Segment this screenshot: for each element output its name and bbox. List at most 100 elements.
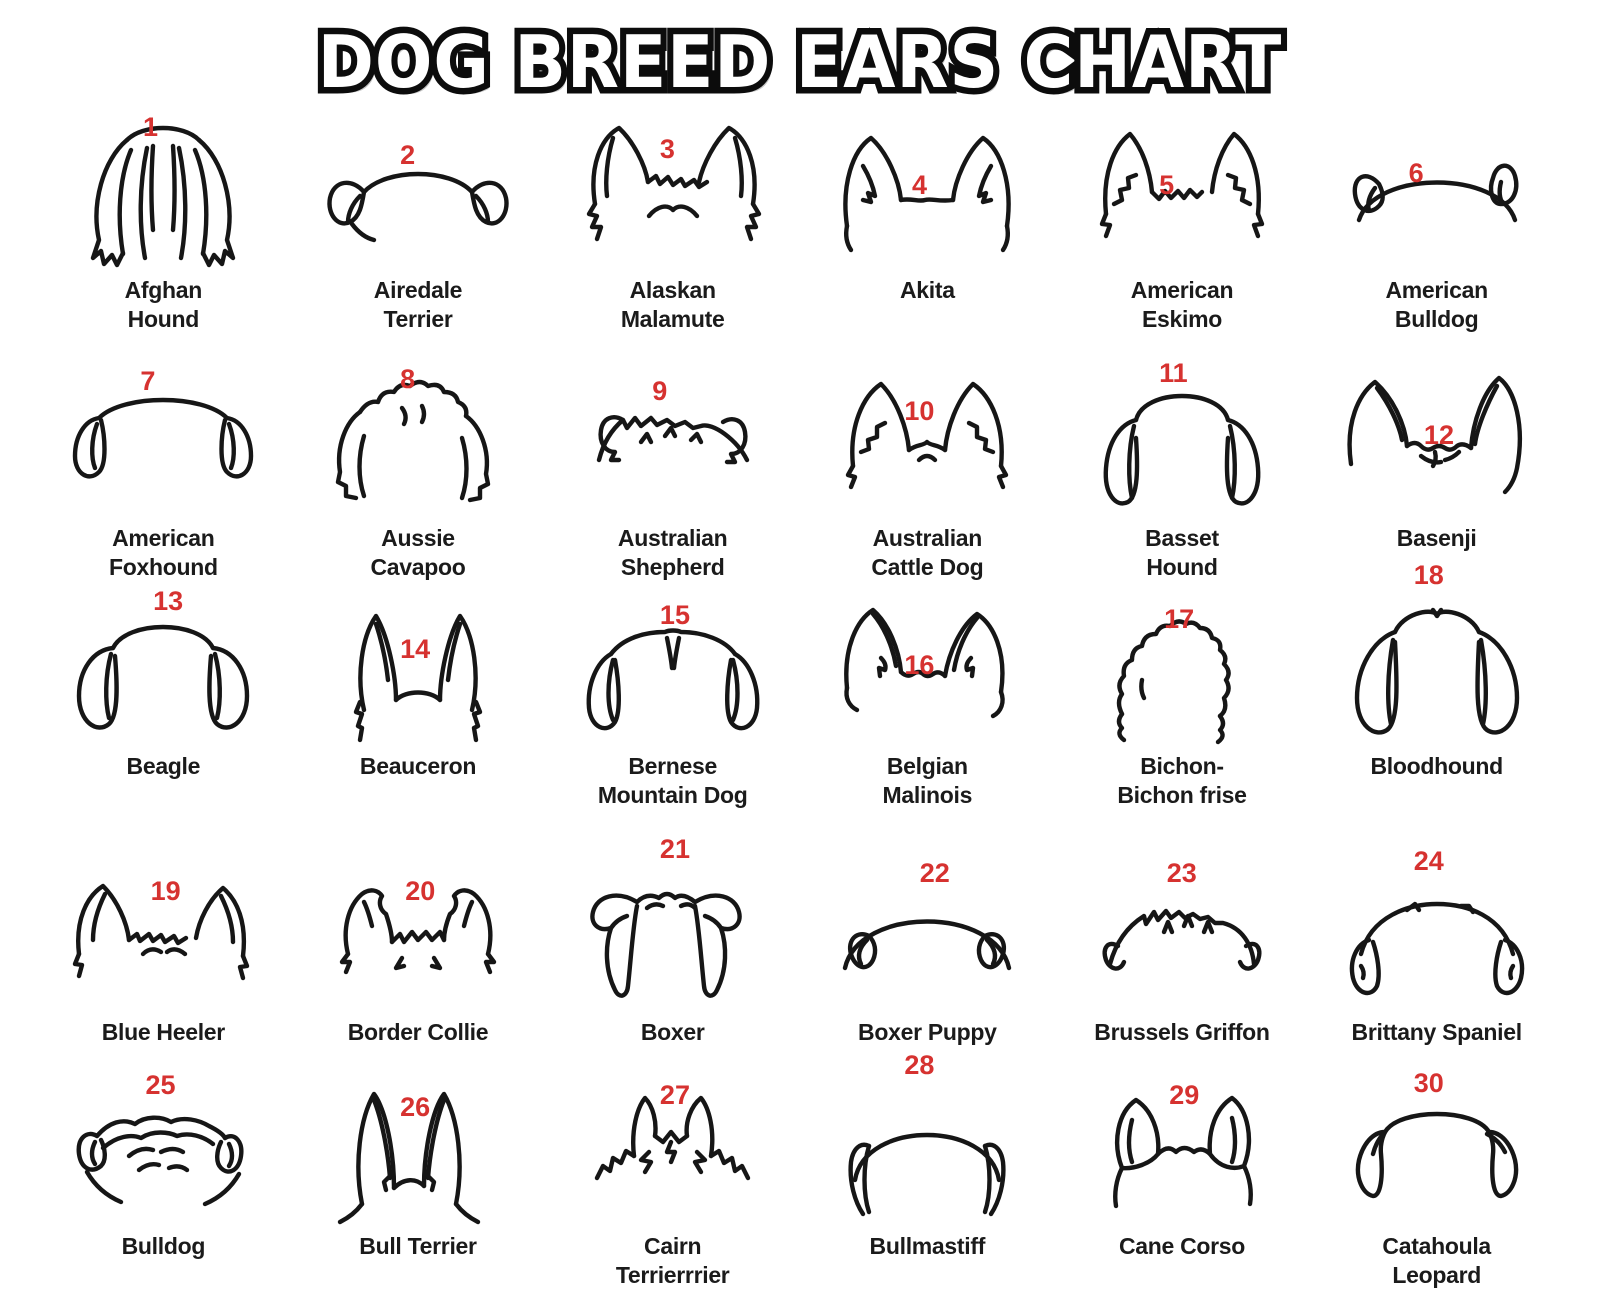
breed-number: 3 [659, 134, 675, 164]
ears-drawing-cairn-terrier [594, 1095, 750, 1181]
breed-cell-basset-hound: 11 Basset Hound [1055, 360, 1310, 588]
breed-cell-bichon-frise: 17 Bichon- Bichon frise [1055, 588, 1310, 854]
page-title-outline: DOG BREED EARS CHART [312, 20, 1288, 105]
ears-drawing-brussels-griffon [1102, 908, 1262, 971]
breed-label: American Eskimo [1130, 277, 1234, 333]
ears-drawing-bernese-mountain-dog [586, 628, 760, 731]
breed-label: Catahoula Leopard [1382, 1233, 1491, 1289]
breed-number: 14 [400, 634, 431, 664]
breed-label: Bloodhound [1370, 753, 1503, 779]
breed-number: 1 [142, 112, 158, 142]
breed-label: Border Collie [347, 1019, 489, 1045]
ears-drawing-alaskan-malamute [586, 125, 761, 242]
breed-cell-basenji: 12 Basenji [1309, 360, 1564, 588]
breed-cell-american-bulldog: 6 American Bulldog [1309, 112, 1564, 360]
ears-drawing-belgian-malinois [844, 607, 1006, 719]
ears-chart-grid: 1 Afghan Hound 2 Airedale Terrier 3 [0, 112, 1600, 1308]
breed-number: 17 [1164, 604, 1195, 634]
breed-number: 4 [912, 170, 928, 200]
breed-label: Beagle [126, 753, 201, 779]
ears-drawing-boxer [589, 891, 742, 998]
ears-drawing-bichon-frise [1116, 619, 1231, 745]
ears-drawing-afghan-hound [91, 125, 236, 268]
breed-label: Cairn Terrierrrier [615, 1233, 730, 1289]
breed-label: Basenji [1396, 525, 1477, 551]
breed-label: Bullmastiff [869, 1233, 986, 1259]
breed-label: Alaskan Malamute [620, 277, 725, 333]
ears-drawing-boxer-puppy [843, 919, 1012, 971]
breed-label: Bull Terrier [359, 1233, 477, 1259]
ears-drawing-airedale-terrier [327, 171, 509, 243]
breed-number: 6 [1408, 158, 1424, 188]
ears-drawing-border-collie [339, 888, 497, 975]
breed-label: Bulldog [121, 1233, 206, 1259]
page-title-stack: DOG BREED EARS CHART DOG BREED EARS CHAR… [312, 20, 1288, 105]
breed-label: Brittany Spaniel [1351, 1019, 1523, 1045]
breed-cell-american-eskimo: 5 American Eskimo [1055, 112, 1310, 360]
breed-number: 25 [145, 1070, 176, 1100]
breed-number: 19 [150, 876, 181, 906]
breed-cell-akita: 4 Akita [800, 112, 1055, 360]
breed-label: Blue Heeler [101, 1019, 226, 1045]
ears-drawing-catahoula-leopard [1355, 1111, 1518, 1199]
breed-cell-alaskan-malamute: 3 Alaskan Malamute [545, 112, 800, 360]
breed-label: American Foxhound [108, 525, 218, 581]
breed-label: Belgian Malinois [882, 753, 973, 809]
breed-cell-brussels-griffon: 23 Brussels Griffon [1055, 854, 1310, 1068]
breed-cell-australian-shepherd: 9 Australian Shepherd [545, 360, 800, 588]
ears-drawing-aussie-cavapoo [335, 379, 491, 503]
breed-cell-cairn-terrier: 27 Cairn Terrierrrier [545, 1068, 800, 1308]
breed-number: 12 [1423, 420, 1454, 450]
breed-number: 24 [1413, 846, 1444, 876]
ears-drawing-bull-terrier [337, 1091, 481, 1225]
ears-drawing-brittany-spaniel [1349, 901, 1524, 996]
breed-cell-bulldog: 25 Bulldog [36, 1068, 291, 1308]
breed-cell-catahoula-leopard: 30 Catahoula Leopard [1309, 1068, 1564, 1308]
breed-number: 28 [904, 1050, 935, 1080]
breed-cell-american-foxhound: 7 American Foxhound [36, 360, 291, 588]
breed-cell-belgian-malinois: 16 Belgian Malinois [800, 588, 1055, 854]
breed-label: Akita [899, 277, 955, 303]
ears-drawing-bloodhound [1354, 607, 1519, 735]
breed-number: 21 [659, 834, 690, 864]
breed-cell-australian-cattle-dog: 10 Australian Cattle Dog [800, 360, 1055, 588]
breed-label: Afghan Hound [124, 277, 203, 333]
breed-label: Cane Corso [1118, 1233, 1246, 1259]
breed-number: 8 [400, 364, 416, 394]
breed-number: 15 [659, 600, 690, 630]
breed-number: 29 [1169, 1080, 1200, 1110]
breed-cell-bernese-mountain-dog: 15 Bernese Mountain Dog [545, 588, 800, 854]
breed-number: 9 [652, 376, 668, 406]
breed-label: Brussels Griffon [1094, 1019, 1270, 1045]
breed-cell-bull-terrier: 26 Bull Terrier [291, 1068, 546, 1308]
breed-cell-beauceron: 14 Beauceron [291, 588, 546, 854]
breed-number: 26 [400, 1092, 431, 1122]
breed-number: 13 [153, 586, 184, 616]
breed-label: Boxer Puppy [858, 1019, 997, 1045]
breed-cell-afghan-hound: 1 Afghan Hound [36, 112, 291, 360]
breed-label: Beauceron [359, 753, 477, 779]
breed-number: 2 [400, 140, 416, 170]
ears-drawing-australian-shepherd [596, 415, 749, 465]
breed-number: 22 [919, 858, 950, 888]
breed-cell-blue-heeler: 19 Blue Heeler [36, 854, 291, 1068]
breed-label: Boxer [640, 1019, 705, 1045]
breed-cell-bullmastiff: 28 Bullmastiff [800, 1052, 1055, 1308]
ears-drawing-beauceron [353, 613, 483, 743]
ears-drawing-basset-hound [1103, 393, 1261, 506]
breed-number: 23 [1166, 858, 1197, 888]
ears-drawing-american-bulldog [1352, 163, 1519, 223]
breed-label: Aussie Cavapoo [370, 525, 466, 581]
breed-cell-brittany-spaniel: 24 Brittany Spaniel [1309, 848, 1564, 1068]
breed-cell-aussie-cavapoo: 8 Aussie Cavapoo [291, 360, 546, 588]
breed-label: American Bulldog [1385, 277, 1488, 333]
ears-drawing-akita [843, 135, 1012, 253]
ears-drawing-australian-cattle-dog [846, 381, 1009, 490]
page-title: DOG BREED EARS CHART [317, 20, 1283, 104]
breed-number: 30 [1413, 1068, 1444, 1098]
breed-cell-border-collie: 20 Border Collie [291, 854, 546, 1068]
ears-drawing-american-foxhound [73, 397, 254, 479]
breed-label: Australian Cattle Dog [871, 525, 984, 581]
breed-label: Airedale Terrier [373, 277, 463, 333]
breed-number: 16 [904, 650, 935, 680]
